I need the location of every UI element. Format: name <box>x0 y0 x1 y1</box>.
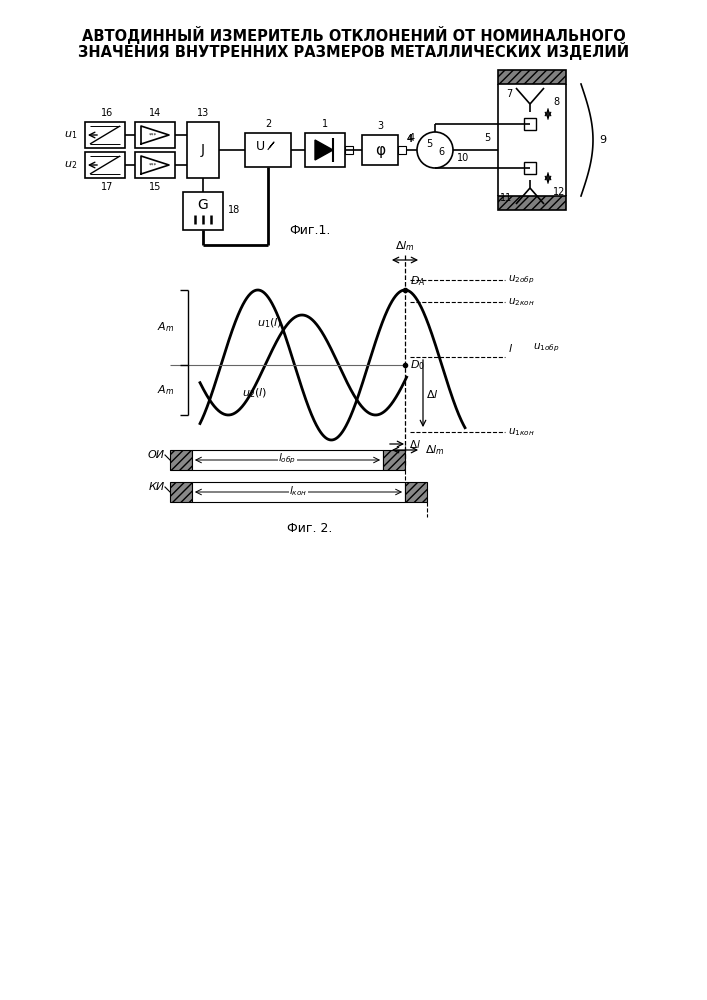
Text: $u_2$: $u_2$ <box>64 159 77 171</box>
Text: 4: 4 <box>407 134 413 144</box>
Bar <box>405 482 427 502</box>
Bar <box>498 196 566 210</box>
Text: $u_{1кон}$: $u_{1кон}$ <box>508 426 534 438</box>
Text: $l_{обр}$: $l_{обр}$ <box>279 452 296 466</box>
Bar <box>524 118 536 130</box>
Bar <box>170 482 192 502</box>
Text: 11: 11 <box>500 193 512 203</box>
Bar <box>85 152 125 178</box>
Text: 7: 7 <box>506 89 512 99</box>
Text: 5: 5 <box>484 133 490 143</box>
Text: φ: φ <box>375 142 385 157</box>
Bar <box>305 133 345 167</box>
Text: 10: 10 <box>457 153 469 163</box>
Polygon shape <box>315 140 333 160</box>
Text: $u_2(l)$: $u_2(l)$ <box>243 386 267 400</box>
Text: 4: 4 <box>407 134 413 144</box>
Text: Фиг. 2.: Фиг. 2. <box>287 522 333 534</box>
Text: 2: 2 <box>265 119 271 129</box>
Text: $\Delta l_m$: $\Delta l_m$ <box>395 239 415 253</box>
Text: 15: 15 <box>148 182 161 192</box>
Text: 14: 14 <box>149 108 161 118</box>
Text: 6: 6 <box>438 147 444 157</box>
Text: ОИ: ОИ <box>148 450 165 460</box>
Bar <box>245 133 291 167</box>
Text: U: U <box>255 140 264 153</box>
Text: $u_{1обр}$: $u_{1обр}$ <box>520 342 559 354</box>
Text: $\Delta l_m$: $\Delta l_m$ <box>425 443 445 457</box>
Bar <box>135 152 175 178</box>
Text: $l_{кон}$: $l_{кон}$ <box>289 484 308 498</box>
Text: $l$: $l$ <box>508 342 513 354</box>
Text: $\Delta l$: $\Delta l$ <box>409 438 421 450</box>
Text: ***: *** <box>149 132 157 137</box>
Text: $u_{2кон}$: $u_{2кон}$ <box>508 296 534 308</box>
Bar <box>345 146 353 154</box>
Bar <box>383 450 405 470</box>
Text: 4: 4 <box>409 133 414 143</box>
Bar <box>192 450 383 470</box>
Text: 12: 12 <box>553 187 566 197</box>
Bar <box>85 122 125 148</box>
Text: 17: 17 <box>101 182 113 192</box>
Text: $A_m$: $A_m$ <box>158 321 175 334</box>
Text: 18: 18 <box>228 205 240 215</box>
Bar <box>362 135 398 165</box>
Text: 5: 5 <box>426 139 432 149</box>
Text: ЗНАЧЕНИЯ ВНУТРЕННИХ РАЗМЕРОВ МЕТАЛЛИЧЕСКИХ ИЗДЕЛИЙ: ЗНАЧЕНИЯ ВНУТРЕННИХ РАЗМЕРОВ МЕТАЛЛИЧЕСК… <box>78 42 629 60</box>
Text: 3: 3 <box>377 121 383 131</box>
Text: 13: 13 <box>197 108 209 118</box>
Bar <box>524 162 536 174</box>
Bar <box>183 192 223 230</box>
Bar <box>192 482 405 502</box>
Text: Фиг.1.: Фиг.1. <box>289 224 331 236</box>
Text: $u_1$: $u_1$ <box>64 129 77 141</box>
Text: ***: *** <box>149 162 157 167</box>
Text: $\Delta l$: $\Delta l$ <box>426 388 438 400</box>
Text: G: G <box>198 198 209 212</box>
Text: 1: 1 <box>322 119 328 129</box>
Bar <box>398 146 406 154</box>
Text: 16: 16 <box>101 108 113 118</box>
Text: АВТОДИННЫЙ ИЗМЕРИТЕЛЬ ОТКЛОНЕНИЙ ОТ НОМИНАЛЬНОГО: АВТОДИННЫЙ ИЗМЕРИТЕЛЬ ОТКЛОНЕНИЙ ОТ НОМИ… <box>82 26 626 44</box>
Text: $A_m$: $A_m$ <box>158 383 175 397</box>
Text: $u_1(l)$: $u_1(l)$ <box>257 316 283 330</box>
Text: КИ: КИ <box>148 482 165 492</box>
Bar <box>498 70 566 84</box>
Text: J: J <box>201 143 205 157</box>
Text: 9: 9 <box>599 135 606 145</box>
Text: $u_{2обр}$: $u_{2обр}$ <box>508 274 534 286</box>
Text: $D_0$: $D_0$ <box>410 358 425 372</box>
Bar <box>170 450 192 470</box>
Text: $D_A$: $D_A$ <box>410 274 426 288</box>
Bar <box>135 122 175 148</box>
Text: 8: 8 <box>553 97 559 107</box>
Bar <box>187 122 219 178</box>
